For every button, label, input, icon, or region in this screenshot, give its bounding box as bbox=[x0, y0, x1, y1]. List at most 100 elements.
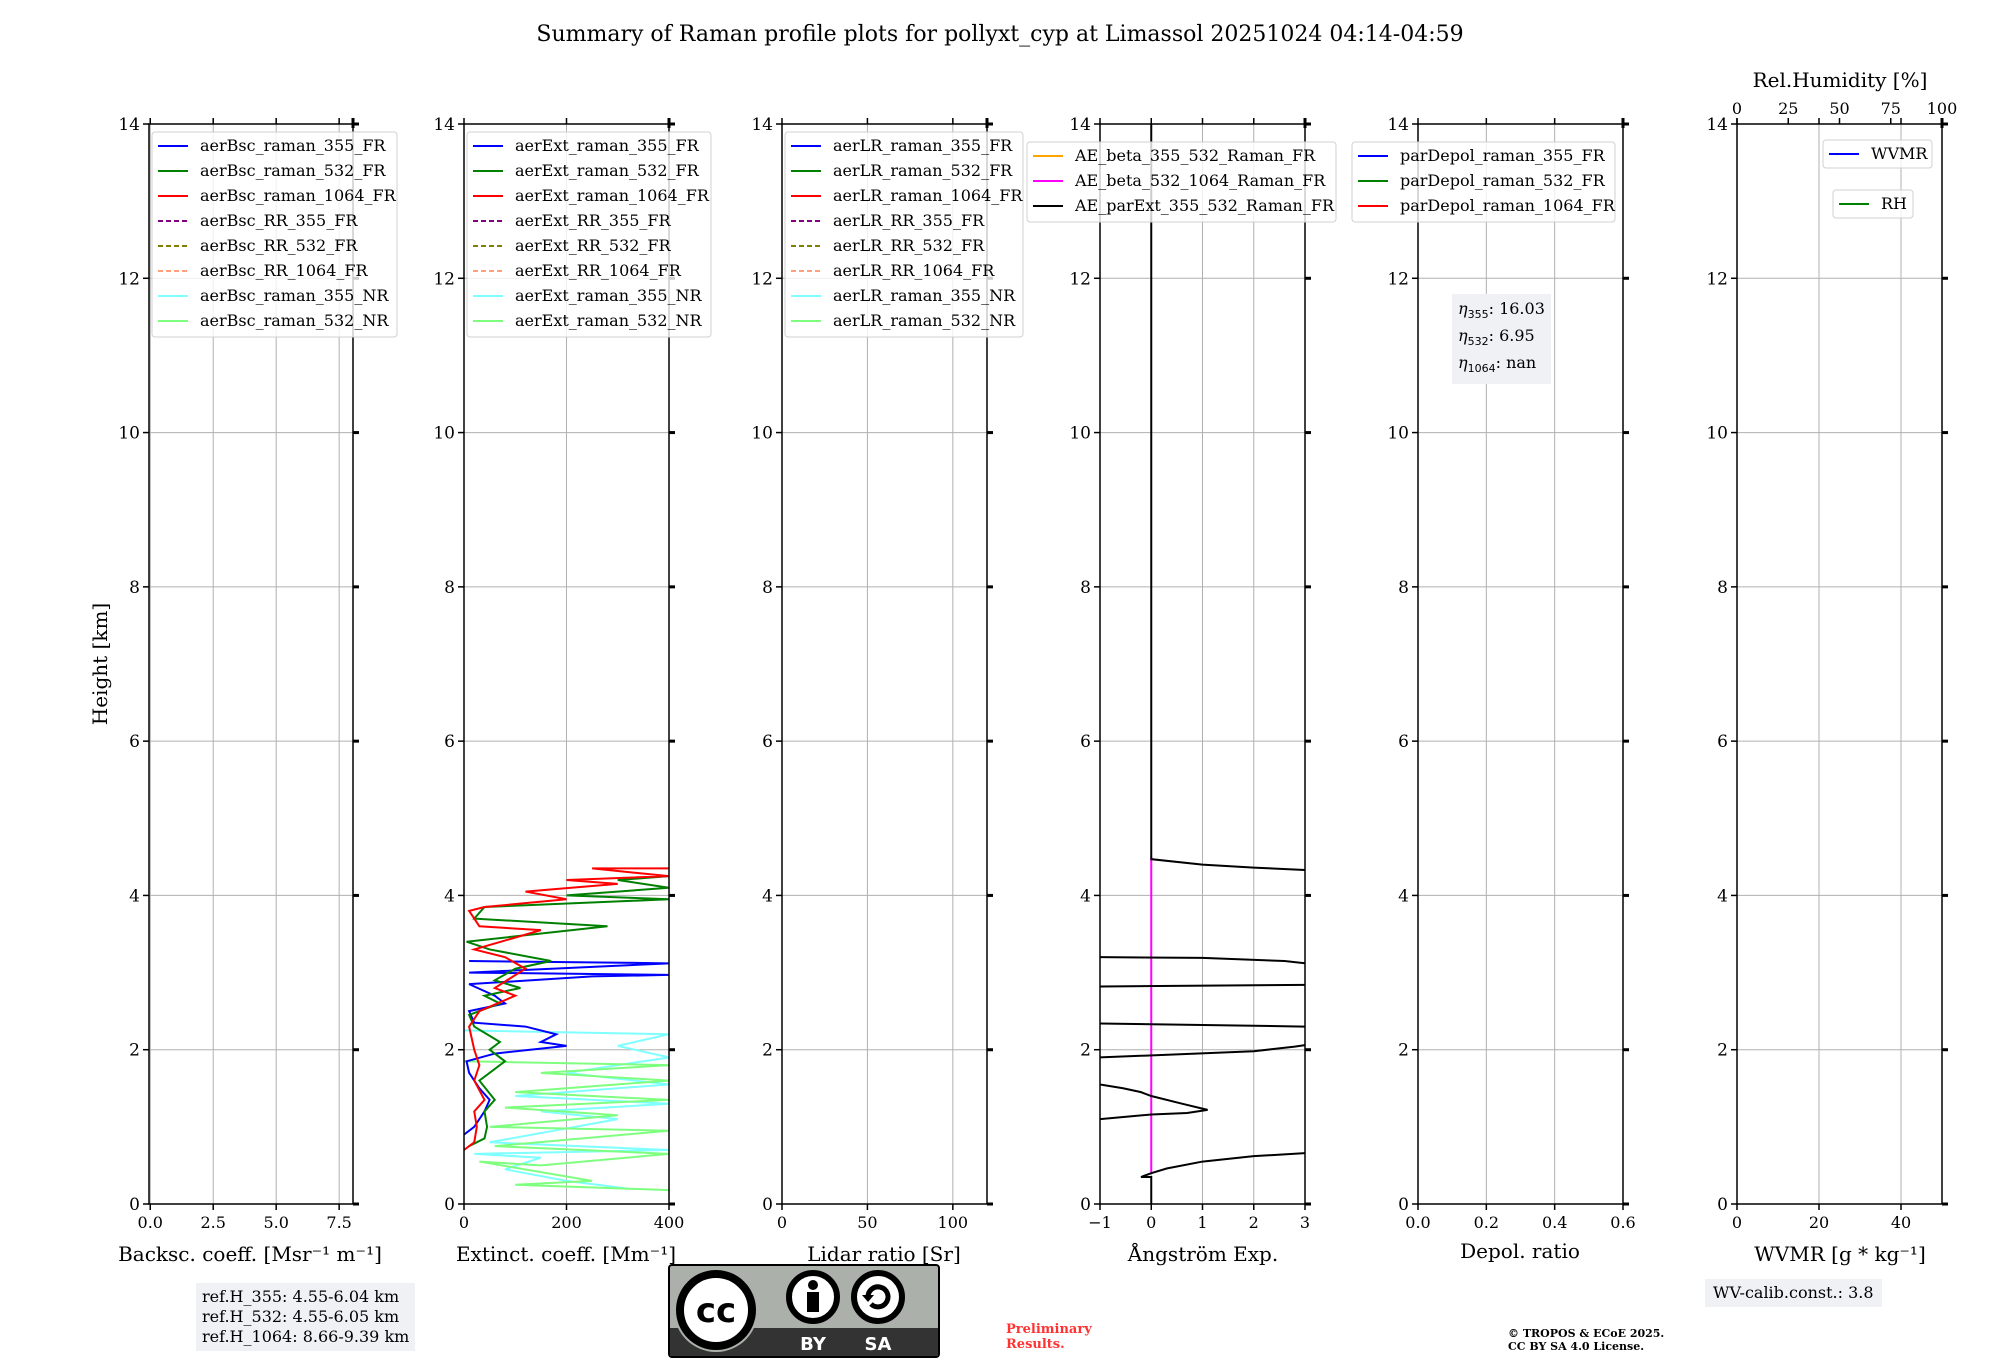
x-tick-label: 0 bbox=[1732, 1213, 1742, 1232]
legend-label: aerBsc_RR_532_FR bbox=[200, 236, 358, 255]
series-group bbox=[1100, 124, 1305, 1204]
y-tick-label: 10 bbox=[1387, 424, 1409, 444]
y-tick-label: 6 bbox=[1080, 732, 1091, 752]
x-label-lidar-ratio: Lidar ratio [Sr] bbox=[807, 1242, 961, 1266]
x-tick-label: 0.0 bbox=[138, 1213, 163, 1232]
eta-355: η355: 16.03 bbox=[1458, 299, 1545, 322]
ref-height-1064: ref.H_1064: 8.66-9.39 km bbox=[202, 1327, 410, 1346]
y-tick-label: 6 bbox=[1717, 732, 1728, 752]
x-tick-label: 0 bbox=[1146, 1213, 1156, 1232]
y-tick-label: 14 bbox=[1387, 115, 1409, 135]
rh-axis-label: Rel.Humidity [%] bbox=[1752, 68, 1928, 92]
x-tick-label: 1 bbox=[1197, 1213, 1207, 1232]
legend-label: aerLR_RR_532_FR bbox=[833, 236, 985, 255]
y-tick-label: 8 bbox=[129, 578, 140, 598]
legend-label: aerLR_RR_355_FR bbox=[833, 211, 985, 230]
y-tick-label: 10 bbox=[751, 424, 773, 444]
x-tick-label: 0 bbox=[777, 1213, 787, 1232]
y-tick-label: 8 bbox=[1717, 578, 1728, 598]
legend-label: parDepol_raman_355_FR bbox=[1400, 146, 1606, 165]
y-tick-label: 10 bbox=[1069, 424, 1091, 444]
wv-calibration-box: WV-calib.const.: 3.8 bbox=[1705, 1279, 1882, 1307]
y-tick-label: 6 bbox=[1398, 732, 1409, 752]
y-tick-label: 14 bbox=[118, 115, 140, 135]
y-tick-label: 2 bbox=[1080, 1041, 1091, 1061]
copyright-note: © TROPOS & ECoE 2025. CC BY SA 4.0 Licens… bbox=[1508, 1327, 1665, 1353]
y-tick-label: 8 bbox=[444, 578, 455, 598]
x-tick-label: 0.4 bbox=[1542, 1213, 1567, 1232]
panel-1: 0.0 2.5 5.0 7.5 0 2 4 6 8 10 12 14 aerBsc_raman_355_… bbox=[118, 115, 398, 1232]
x-tick-label: 40 bbox=[1891, 1213, 1911, 1232]
legend-label: aerLR_raman_532_NR bbox=[833, 311, 1016, 330]
x-label-extinction: Extinct. coeff. [Mm⁻¹] bbox=[455, 1242, 677, 1266]
y-tick-label: 0 bbox=[1398, 1195, 1409, 1215]
x-label-depol: Depol. ratio bbox=[1460, 1239, 1580, 1263]
series-line-aerExt_raman_1064_FR bbox=[464, 867, 669, 1151]
eta-532: η532: 6.95 bbox=[1458, 326, 1535, 349]
reference-height-box: ref.H_355: 4.55-6.04 km ref.H_532: 4.55-… bbox=[196, 1283, 416, 1351]
series-line-AE_parExt_355_532_Raman_FR bbox=[1100, 1022, 1305, 1028]
legend-label: aerExt_raman_1064_FR bbox=[515, 186, 710, 205]
legend-label: aerLR_raman_355_NR bbox=[833, 286, 1016, 305]
y-tick-label: 0 bbox=[1080, 1195, 1091, 1215]
legend-box bbox=[1822, 139, 1933, 169]
legend-label: AE_beta_532_1064_Raman_FR bbox=[1074, 171, 1326, 190]
y-tick-label: 2 bbox=[129, 1041, 140, 1061]
legend-box bbox=[1351, 141, 1616, 223]
legend-label: aerExt_raman_355_NR bbox=[515, 286, 703, 305]
panel-2: 0 200 400 0 2 4 6 8 10 12 14 aerExt_raman_355_FRaer… bbox=[433, 115, 712, 1232]
figure-title: Summary of Raman profile plots for polly… bbox=[536, 22, 1464, 47]
x-tick-label: 2.5 bbox=[200, 1213, 225, 1232]
x-tick-label: 400 bbox=[654, 1213, 685, 1232]
y-tick-label: 14 bbox=[1706, 115, 1728, 135]
eta-1064: η1064: nan bbox=[1458, 353, 1537, 376]
y-tick-label: 14 bbox=[1069, 115, 1091, 135]
rh-tick-label: 75 bbox=[1881, 99, 1901, 118]
rh-tick-label: 0 bbox=[1732, 99, 1742, 118]
legend-label: parDepol_raman_532_FR bbox=[1400, 171, 1606, 190]
x-tick-label: 0.6 bbox=[1610, 1213, 1635, 1232]
x-tick-label: 0.0 bbox=[1405, 1213, 1430, 1232]
y-tick-label: 12 bbox=[433, 269, 455, 289]
x-tick-label: 50 bbox=[857, 1213, 877, 1232]
y-tick-label: 2 bbox=[444, 1041, 455, 1061]
y-tick-label: 2 bbox=[1398, 1041, 1409, 1061]
legend-box bbox=[1026, 141, 1337, 223]
y-tick-label: 0 bbox=[444, 1195, 455, 1215]
series-line-AE_parExt_355_532_Raman_FR bbox=[1150, 124, 1305, 871]
y-tick-label: 6 bbox=[129, 732, 140, 752]
rh-tick-label: 100 bbox=[1927, 99, 1958, 118]
y-tick-label: 10 bbox=[118, 424, 140, 444]
axes-frame bbox=[1736, 123, 1943, 1205]
y-axis-label: Height [km] bbox=[88, 602, 112, 726]
series-line-aerExt_raman_532_NR bbox=[464, 1060, 669, 1192]
panel-3: 0 50 100 0 2 4 6 8 10 12 14 aerLR_raman_355_FR aerLR… bbox=[751, 115, 1024, 1232]
legend-label: aerBsc_RR_1064_FR bbox=[200, 261, 369, 280]
series-line-AE_parExt_355_532_Raman_FR bbox=[1100, 983, 1305, 988]
panel-6: 0 20 40 0 2 4 6 8 10 12 14 WVMR RH bbox=[1706, 115, 1948, 1232]
y-tick-label: 12 bbox=[118, 269, 140, 289]
x-tick-label: −1 bbox=[1088, 1213, 1112, 1232]
legend-label: aerLR_raman_1064_FR bbox=[833, 186, 1023, 205]
legend-label: parDepol_raman_1064_FR bbox=[1400, 196, 1616, 215]
cc-by-sa-logo: cc BY SA bbox=[668, 1264, 940, 1358]
x-tick-label: 0.2 bbox=[1474, 1213, 1499, 1232]
y-tick-label: 0 bbox=[1717, 1195, 1728, 1215]
y-tick-label: 2 bbox=[762, 1041, 773, 1061]
y-tick-label: 8 bbox=[1080, 578, 1091, 598]
y-tick-label: 12 bbox=[751, 269, 773, 289]
series-group bbox=[464, 867, 669, 1192]
legend-box bbox=[1832, 189, 1914, 219]
x-tick-label: 0 bbox=[459, 1213, 469, 1232]
panel-5: 0.0 0.2 0.4 0.6 0 2 4 6 8 10 12 14 parDepol_raman_35… bbox=[1351, 115, 1636, 1232]
legend-box bbox=[151, 131, 398, 338]
y-tick-label: 4 bbox=[129, 886, 140, 906]
y-tick-label: 0 bbox=[762, 1195, 773, 1215]
series-line-aerExt_raman_532_FR bbox=[466, 875, 669, 1148]
x-tick-label: 5.0 bbox=[263, 1213, 288, 1232]
series-line-AE_parExt_355_532_Raman_FR bbox=[1100, 1044, 1305, 1059]
y-tick-label: 12 bbox=[1069, 269, 1091, 289]
series-line-AE_parExt_355_532_Raman_FR bbox=[1100, 956, 1305, 965]
legend-label: aerBsc_raman_355_FR bbox=[200, 136, 386, 155]
